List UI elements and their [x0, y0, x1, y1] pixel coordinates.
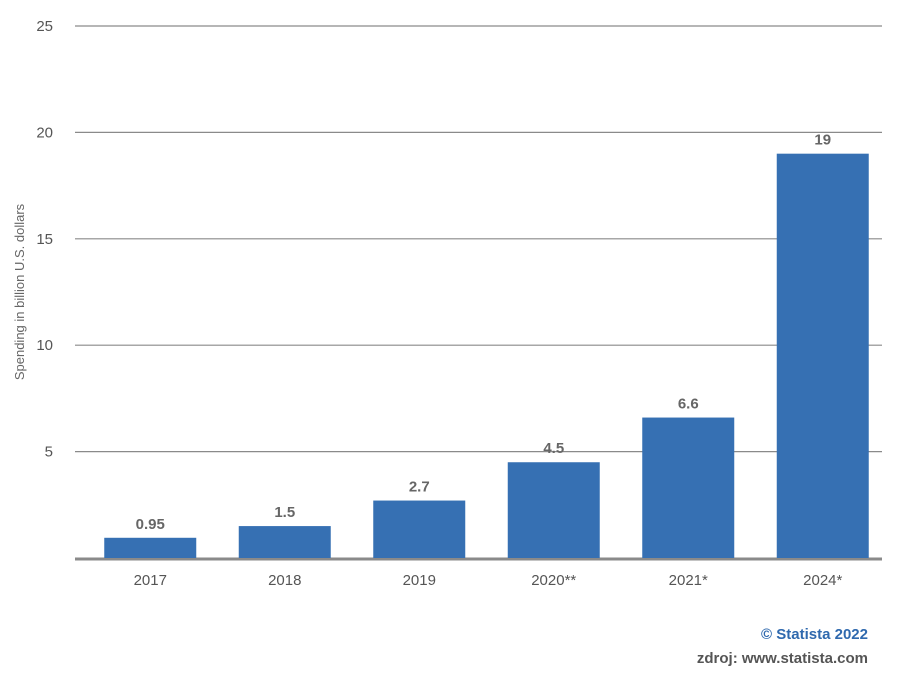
source-link[interactable]: zdroj: www.statista.com — [696, 650, 868, 667]
bar — [104, 537, 197, 558]
x-tick-label: 2024* — [803, 572, 842, 589]
x-tick-label: 2020** — [531, 572, 576, 589]
y-tick-label: 15 — [36, 231, 53, 248]
x-tick-label: 2019 — [403, 572, 436, 589]
bar — [373, 500, 466, 558]
bar — [642, 417, 735, 558]
y-tick-label: 25 — [36, 18, 53, 35]
bar — [238, 526, 331, 558]
copyright-credit: © Statista 2022 — [761, 626, 868, 643]
data-label: 4.5 — [543, 440, 564, 457]
data-label: 0.95 — [136, 516, 165, 533]
x-tick-label: 2018 — [268, 572, 301, 589]
data-label: 2.7 — [409, 479, 430, 496]
bar — [507, 462, 600, 558]
y-tick-label: 10 — [36, 337, 53, 354]
x-tick-label: 2017 — [134, 572, 167, 589]
data-label: 1.5 — [274, 504, 295, 521]
y-axis-label: Spending in billion U.S. dollars — [12, 203, 27, 380]
y-tick-label: 20 — [36, 124, 53, 141]
y-tick-label: 5 — [45, 444, 53, 461]
data-label: 19 — [814, 132, 831, 149]
data-label: 6.6 — [678, 396, 699, 413]
x-tick-label: 2021* — [669, 572, 708, 589]
bar — [776, 153, 869, 558]
